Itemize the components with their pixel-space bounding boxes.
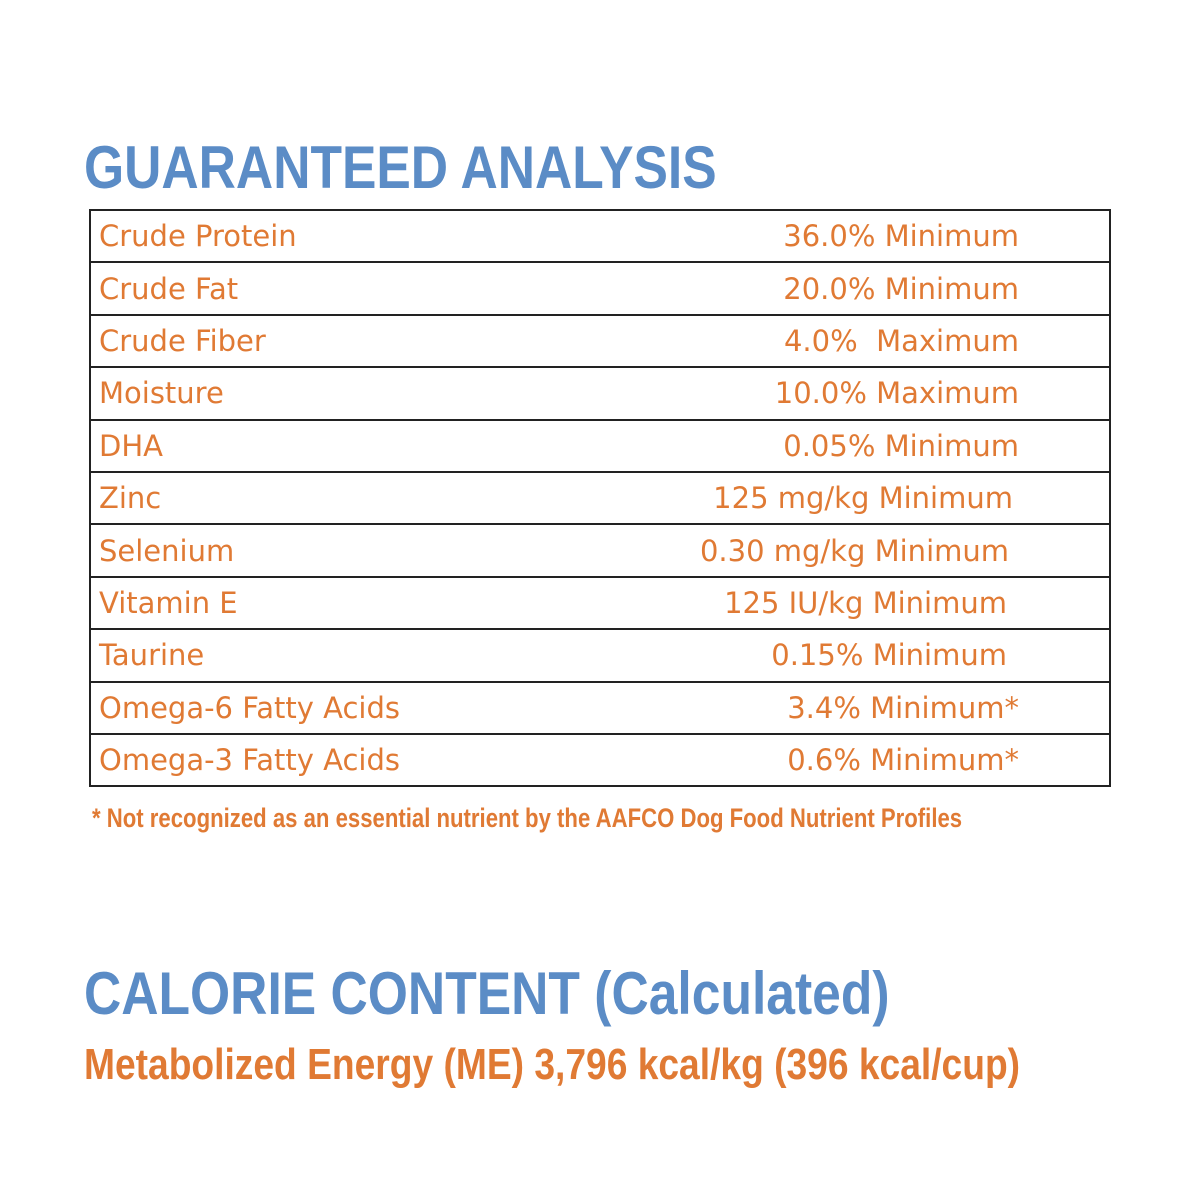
table-row: Taurine 0.15% Minimum xyxy=(89,628,1111,683)
nutrient-amount: 36.0% Minimum xyxy=(659,208,1111,264)
nutrient-name: Vitamin E xyxy=(89,575,659,631)
nutrient-name: Taurine xyxy=(89,628,659,683)
table-row: Omega-6 Fatty Acids 3.4% Minimum* xyxy=(89,680,1111,735)
nutrient-amount: 4.0% Maximum xyxy=(659,313,1111,369)
table-row: Vitamin E 125 IU/kg Minimum xyxy=(89,575,1111,631)
nutrient-name: Crude Fat xyxy=(89,261,659,316)
nutrient-name: DHA xyxy=(89,418,659,473)
table-row: DHA 0.05% Minimum xyxy=(89,418,1111,473)
calorie-content-title: CALORIE CONTENT xyxy=(84,960,580,1027)
nutrient-amount: 0.30 mg/kg Minimum xyxy=(659,523,1111,578)
aafco-footnote: * Not recognized as an essential nutrien… xyxy=(92,803,963,833)
table-row: Crude Fat 20.0% Minimum xyxy=(89,261,1111,316)
nutrient-name: Selenium xyxy=(89,523,659,578)
nutrient-name: Omega-6 Fatty Acids xyxy=(89,680,659,735)
nutrient-amount: 0.6% Minimum* xyxy=(659,732,1111,788)
table-row: Omega-3 Fatty Acids 0.6% Minimum* xyxy=(89,732,1111,788)
guaranteed-analysis-heading: GUARANTEED ANALYSIS xyxy=(84,134,717,201)
nutrient-name: Crude Protein xyxy=(89,208,659,264)
calculated-label: (Calculated) xyxy=(594,960,890,1027)
nutrient-amount: 10.0% Maximum xyxy=(659,366,1111,421)
nutrient-name: Omega-3 Fatty Acids xyxy=(89,732,659,788)
nutrient-name: Crude Fiber xyxy=(89,313,659,369)
table-row: Zinc 125 mg/kg Minimum xyxy=(89,470,1111,526)
table-row: Crude Fiber 4.0% Maximum xyxy=(89,313,1111,369)
nutrient-amount: 0.15% Minimum xyxy=(659,628,1111,683)
guaranteed-analysis-table: Crude Protein 36.0% Minimum Crude Fat 20… xyxy=(89,208,1111,788)
metabolized-energy: Metabolized Energy (ME) 3,796 kcal/kg (3… xyxy=(84,1040,1021,1089)
nutrient-amount: 125 mg/kg Minimum xyxy=(659,470,1111,526)
table-row: Moisture 10.0% Maximum xyxy=(89,366,1111,421)
nutrient-amount: 20.0% Minimum xyxy=(659,261,1111,316)
table-row: Crude Protein 36.0% Minimum xyxy=(89,208,1111,264)
nutrient-amount: 125 IU/kg Minimum xyxy=(659,575,1111,631)
calorie-content-heading: CALORIE CONTENT (Calculated) xyxy=(84,964,890,1024)
nutrient-name: Moisture xyxy=(89,366,659,421)
nutrient-amount: 3.4% Minimum* xyxy=(659,680,1111,735)
nutrient-amount: 0.05% Minimum xyxy=(659,418,1111,473)
table-row: Selenium 0.30 mg/kg Minimum xyxy=(89,523,1111,578)
nutrient-name: Zinc xyxy=(89,470,659,526)
